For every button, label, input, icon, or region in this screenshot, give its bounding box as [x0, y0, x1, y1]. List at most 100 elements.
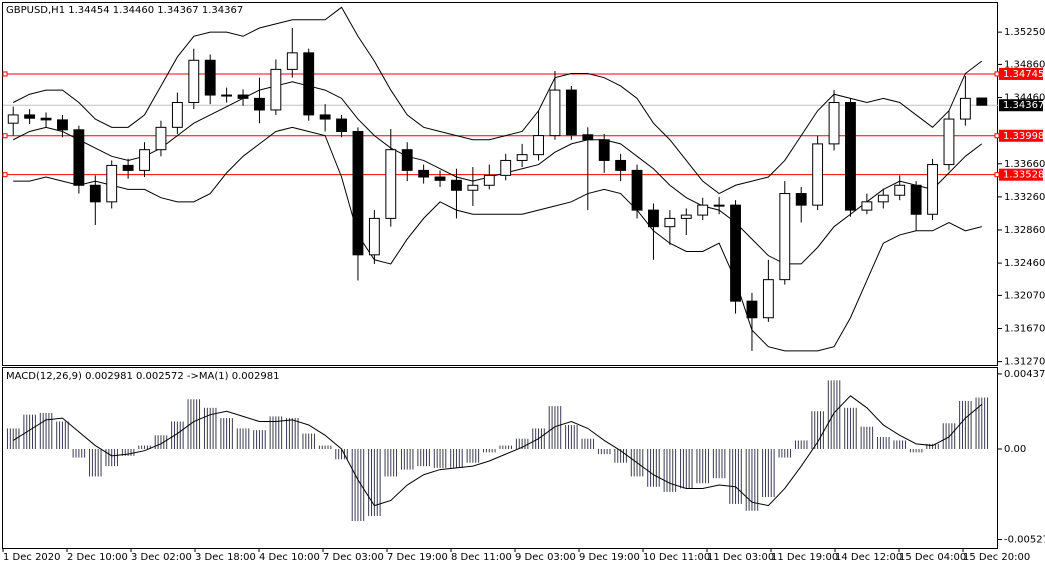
- upper-line: [12, 6, 983, 195]
- line-handle: [2, 172, 8, 178]
- x-tick-label: 7 Dec 19:00: [387, 552, 448, 563]
- x-tick-label: 15 Dec 20:00: [963, 552, 1030, 563]
- candle-body: [188, 59, 200, 103]
- line-handle: [994, 71, 1000, 77]
- candle-body: [779, 193, 791, 281]
- price-label-box: [999, 168, 1043, 181]
- candle-body: [401, 149, 413, 171]
- candle-body: [286, 52, 298, 70]
- candle-body: [598, 139, 610, 161]
- candle-body: [762, 279, 774, 319]
- candle-body: [795, 193, 807, 206]
- y-tick-label: -0.005274: [1004, 534, 1045, 545]
- y-tick-label: 1.34460: [1004, 93, 1045, 104]
- candle-body: [40, 117, 52, 121]
- x-tick-label: 9 Dec 03:00: [515, 552, 576, 563]
- x-tick-label: 14 Dec 12:00: [835, 552, 902, 563]
- candle-body: [697, 204, 709, 216]
- candle-body: [533, 135, 544, 156]
- price-label: 1.33528: [1003, 170, 1044, 181]
- y-tick-label: 1.32070: [1004, 290, 1045, 301]
- price-label: 1.33998: [1003, 131, 1044, 142]
- candle-body: [73, 129, 85, 186]
- signal-line: [12, 395, 983, 507]
- y-tick-label: 1.31270: [1004, 357, 1045, 368]
- candle-body: [155, 126, 167, 151]
- candle-body: [303, 52, 315, 116]
- y-tick-label: 1.33260: [1004, 192, 1045, 203]
- candle-body: [221, 94, 233, 97]
- candle-body: [927, 164, 938, 215]
- candle-body: [270, 68, 282, 111]
- macd-title: MACD(12,26,9) 0.002981 0.002572 ->MA(1) …: [6, 371, 279, 382]
- candle-body: [467, 184, 479, 191]
- candle-body: [319, 114, 331, 120]
- candle-body: [648, 209, 659, 228]
- candle-body: [106, 164, 118, 203]
- candle-body: [516, 154, 528, 161]
- candle-body: [237, 94, 249, 99]
- candle-body: [565, 89, 577, 136]
- x-tick-label: 11 Dec 03:00: [707, 552, 774, 563]
- y-tick-label: 0.004375: [1004, 369, 1045, 380]
- candle-body: [631, 169, 643, 211]
- candle-body: [910, 184, 922, 215]
- candle-body: [615, 159, 627, 171]
- x-tick-label: 3 Dec 02:00: [131, 552, 192, 563]
- candle-body: [385, 149, 397, 219]
- candle-body: [57, 119, 68, 131]
- candle-body: [122, 164, 134, 171]
- candle-body: [976, 97, 988, 106]
- candle-body: [418, 169, 430, 178]
- y-tick-label: 1.33660: [1004, 159, 1045, 170]
- candle-body: [877, 194, 889, 203]
- candle-body: [451, 179, 462, 191]
- candle-body: [549, 89, 561, 137]
- candle-body: [352, 130, 364, 256]
- y-tick-label: 1.32860: [1004, 225, 1045, 236]
- candle-body: [746, 300, 758, 319]
- middle-line: [12, 81, 983, 265]
- candle-body: [861, 201, 873, 211]
- candle-body: [7, 114, 19, 124]
- candle-body: [434, 176, 446, 181]
- candle-body: [582, 134, 594, 141]
- line-handle: [994, 172, 1000, 178]
- x-tick-label: 9 Dec 19:00: [579, 552, 640, 563]
- x-tick-label: 11 Dec 19:00: [771, 552, 838, 563]
- candle-body: [812, 143, 824, 206]
- candle-body: [713, 204, 725, 207]
- candle-body: [24, 114, 36, 119]
- candle-body: [828, 101, 840, 145]
- bid-label-box: [999, 99, 1043, 112]
- bid-label: 1.34367: [1003, 100, 1044, 111]
- macd-pane: [2, 367, 998, 549]
- candle-body: [664, 217, 676, 228]
- x-tick-label: 8 Dec 11:00: [451, 552, 512, 563]
- y-tick-label: 1.32460: [1004, 258, 1045, 269]
- candle-body: [89, 184, 101, 203]
- candle-body: [204, 59, 216, 96]
- y-tick-label: 1.34860: [1004, 59, 1045, 70]
- x-tick-label: 10 Dec 11:00: [643, 552, 710, 563]
- x-tick-label: 2 Dec 10:00: [67, 552, 128, 563]
- line-handle: [2, 71, 8, 77]
- candle-body: [680, 214, 692, 219]
- y-tick-label: 1.35250: [1004, 27, 1045, 38]
- candle-body: [845, 101, 856, 211]
- candle-body: [254, 97, 265, 111]
- line-handle: [2, 133, 8, 139]
- x-tick-label: 7 Dec 03:00: [323, 552, 384, 563]
- candle-body: [730, 204, 741, 302]
- price-label-box: [999, 67, 1043, 80]
- lower-line: [13, 126, 982, 352]
- price-label: 1.34745: [1003, 69, 1044, 80]
- y-tick-label: 1.31670: [1004, 323, 1045, 334]
- candle-body: [483, 174, 495, 186]
- candle-body: [139, 149, 150, 171]
- candle-body: [368, 217, 380, 256]
- x-tick-label: 4 Dec 10:00: [259, 552, 320, 563]
- candle-body: [171, 101, 183, 128]
- y-tick-label: 0.00: [1004, 444, 1026, 455]
